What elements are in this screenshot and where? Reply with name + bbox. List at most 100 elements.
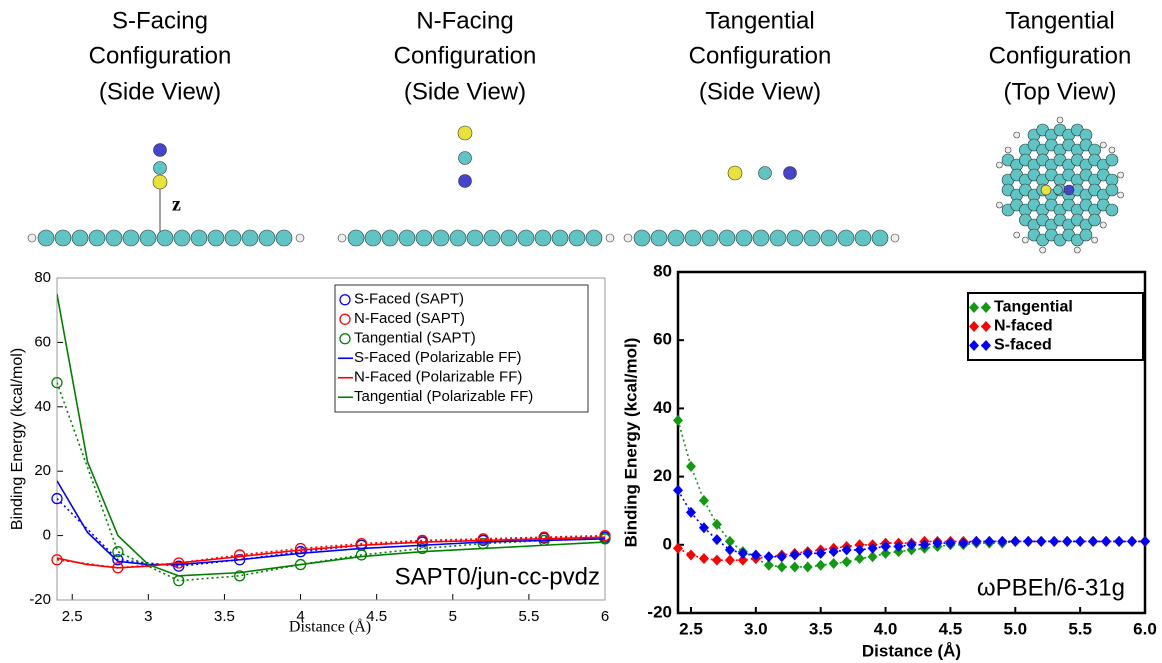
x-tick-label: 6.0 xyxy=(1133,619,1157,638)
atom xyxy=(337,233,347,243)
atom xyxy=(381,229,399,247)
atom xyxy=(105,229,123,247)
atom xyxy=(347,229,365,247)
atom xyxy=(483,229,501,247)
atom xyxy=(139,229,157,247)
atom xyxy=(466,229,484,247)
atom xyxy=(650,229,668,247)
atom xyxy=(667,229,685,247)
atom xyxy=(1056,116,1064,124)
x-tick-label: 2.5 xyxy=(62,608,83,625)
marker xyxy=(1088,535,1099,547)
atom xyxy=(71,229,89,247)
caption-line: Tangential xyxy=(1005,7,1114,34)
y-tick-label: -20 xyxy=(647,602,672,621)
marker xyxy=(969,321,979,332)
marker xyxy=(51,492,63,505)
y-tick-label: 40 xyxy=(653,398,672,417)
marker xyxy=(1075,535,1086,547)
atom xyxy=(207,229,225,247)
atom xyxy=(1105,153,1119,167)
atom xyxy=(458,151,472,165)
atom xyxy=(854,229,872,247)
marker xyxy=(294,546,307,558)
marker xyxy=(763,551,774,563)
atom xyxy=(783,166,797,180)
marker xyxy=(776,551,787,563)
x-tick-label: 4.5 xyxy=(366,608,387,625)
atom xyxy=(1088,213,1101,227)
marker xyxy=(1062,535,1073,547)
y-tick-label: 60 xyxy=(34,333,51,350)
atom xyxy=(769,229,787,247)
marker xyxy=(867,542,878,554)
series-line xyxy=(57,536,605,569)
x-tick-label: 5 xyxy=(449,608,457,625)
atom xyxy=(701,229,719,247)
marker xyxy=(685,549,696,561)
atom xyxy=(457,125,473,141)
atom xyxy=(517,229,535,247)
caption-line: Tangential xyxy=(705,7,814,34)
x-tick-label: 6 xyxy=(601,608,609,625)
atom xyxy=(458,174,472,188)
marker xyxy=(112,546,124,558)
y-axis-label: Binding Energy (kcal/mol) xyxy=(621,338,640,548)
atom xyxy=(432,229,450,247)
marker xyxy=(538,531,550,543)
marker xyxy=(339,333,351,345)
atom xyxy=(449,229,467,247)
atom xyxy=(568,229,586,247)
marker xyxy=(698,494,709,506)
atom xyxy=(415,229,433,247)
atom xyxy=(684,229,702,247)
y-axis-label: Binding Energy (kcal/mol) xyxy=(9,348,26,530)
atom xyxy=(295,233,305,243)
atom xyxy=(1053,185,1063,195)
atom xyxy=(173,229,191,247)
marker xyxy=(802,561,813,573)
y-tick-label: 0 xyxy=(663,534,672,553)
atom xyxy=(786,229,804,247)
caption-line: Configuration xyxy=(89,42,232,69)
atom xyxy=(758,166,772,180)
caption-line: (Top View) xyxy=(1004,78,1117,105)
caption-line: N-Facing xyxy=(416,7,513,34)
plot-frame xyxy=(56,277,606,601)
marker xyxy=(711,554,722,566)
marker xyxy=(828,546,839,558)
annotation: ωPBEh/6-31g xyxy=(977,574,1125,601)
marker xyxy=(711,518,722,530)
marker xyxy=(673,484,683,496)
atom xyxy=(996,201,1003,209)
atom xyxy=(1040,184,1052,196)
atom xyxy=(551,229,569,247)
marker xyxy=(339,294,351,306)
legend-box xyxy=(334,284,589,413)
marker xyxy=(477,533,489,545)
y-tick-label: -20 xyxy=(29,591,51,608)
marker xyxy=(776,561,787,573)
atom xyxy=(500,229,518,247)
x-tick-label: 5.5 xyxy=(518,608,539,625)
atom xyxy=(1039,246,1046,254)
marker xyxy=(906,539,917,551)
marker xyxy=(958,537,969,549)
marker xyxy=(841,544,852,556)
atom xyxy=(1100,221,1107,229)
marker xyxy=(880,547,891,559)
marker xyxy=(711,534,722,546)
marker xyxy=(867,551,878,563)
marker xyxy=(880,541,891,553)
legend-label: N-faced xyxy=(994,318,1053,335)
x-axis-label: Distance (Å) xyxy=(289,618,371,636)
atom xyxy=(88,229,106,247)
atom xyxy=(153,161,167,175)
atom xyxy=(258,229,276,247)
marker xyxy=(1036,535,1047,547)
y-tick-label: 0 xyxy=(43,527,51,544)
marker xyxy=(737,547,748,559)
marker xyxy=(737,554,748,566)
marker xyxy=(234,570,246,582)
marker xyxy=(339,313,351,325)
